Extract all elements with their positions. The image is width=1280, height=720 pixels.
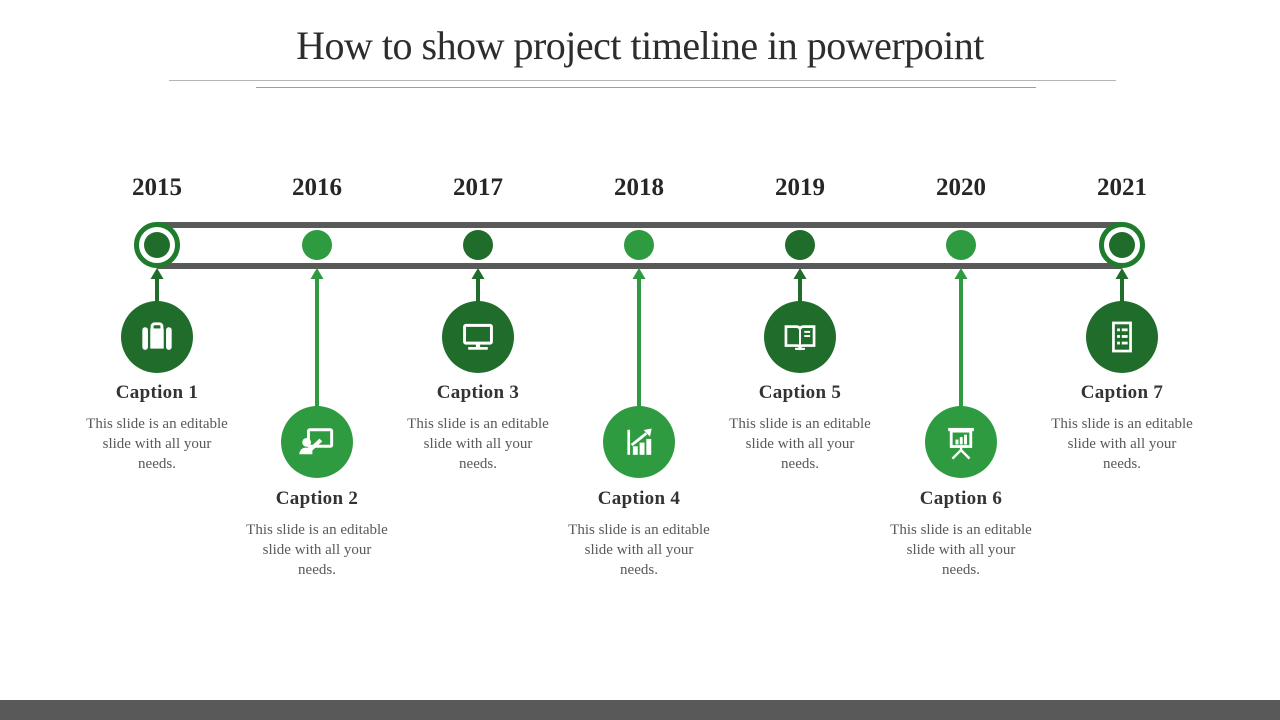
caption-body: This slide is an editable slide with all… bbox=[86, 416, 228, 472]
caption-title: Caption 6 bbox=[919, 488, 1003, 509]
timeline-node-core bbox=[144, 232, 170, 258]
timeline-bar-bottom bbox=[157, 263, 1122, 269]
milestone-icon-circle bbox=[1086, 301, 1158, 373]
milestone-icon-circle bbox=[442, 301, 514, 373]
year-label-2019: 2019 bbox=[775, 174, 825, 201]
easel-chart-icon bbox=[948, 427, 974, 460]
milestone-icon-circle bbox=[925, 406, 997, 478]
milestone-icon-circle bbox=[121, 301, 193, 373]
caption-body: This slide is an editable slide with all… bbox=[729, 416, 871, 472]
caption-title: Caption 7 bbox=[1080, 382, 1164, 403]
up-arrow-connector bbox=[1115, 268, 1129, 308]
up-arrow-connector bbox=[954, 268, 968, 413]
caption-title: Caption 1 bbox=[115, 382, 199, 403]
timeline-node-2015 bbox=[134, 222, 180, 268]
up-arrow-connector bbox=[150, 268, 164, 308]
year-label-2017: 2017 bbox=[453, 174, 503, 201]
footer-bar bbox=[0, 700, 1280, 720]
briefcase-icon bbox=[142, 322, 172, 350]
timeline-node-2020 bbox=[946, 230, 976, 260]
up-arrow-connector bbox=[793, 268, 807, 308]
caption-body: This slide is an editable slide with all… bbox=[407, 416, 549, 472]
growth-chart-icon bbox=[627, 428, 652, 455]
year-label-2015: 2015 bbox=[132, 174, 182, 201]
title-divider-long bbox=[169, 80, 1116, 81]
year-label-2016: 2016 bbox=[292, 174, 342, 201]
year-label-2020: 2020 bbox=[936, 174, 986, 201]
year-label-2018: 2018 bbox=[614, 174, 664, 201]
caption-title: Caption 2 bbox=[275, 488, 359, 509]
monitor-icon bbox=[463, 323, 493, 350]
title-divider-short bbox=[256, 87, 1036, 88]
up-arrow-connector bbox=[471, 268, 485, 308]
milestone-icon-circle bbox=[603, 406, 675, 478]
caption-body: This slide is an editable slide with all… bbox=[1051, 416, 1193, 472]
timeline-bar-top bbox=[157, 222, 1122, 228]
page-title: How to show project timeline in powerpoi… bbox=[296, 23, 984, 68]
presenter-board-icon bbox=[299, 428, 334, 455]
timeline-node-2021 bbox=[1099, 222, 1145, 268]
up-arrow-connector bbox=[632, 268, 646, 413]
caption-title: Caption 4 bbox=[597, 488, 681, 509]
timeline-node-2019 bbox=[785, 230, 815, 260]
checklist-document-icon bbox=[1112, 321, 1132, 353]
caption-body: This slide is an editable slide with all… bbox=[890, 522, 1032, 578]
caption-title: Caption 5 bbox=[758, 382, 842, 403]
timeline-node-2016 bbox=[302, 230, 332, 260]
up-arrow-connector bbox=[310, 268, 324, 413]
caption-body: This slide is an editable slide with all… bbox=[246, 522, 388, 578]
caption-body: This slide is an editable slide with all… bbox=[568, 522, 710, 578]
milestone-icon-circle bbox=[764, 301, 836, 373]
timeline-node-core bbox=[1109, 232, 1135, 258]
timeline-node-2018 bbox=[624, 230, 654, 260]
caption-title: Caption 3 bbox=[436, 382, 520, 403]
year-label-2021: 2021 bbox=[1097, 174, 1147, 201]
milestone-icon-circle bbox=[281, 406, 353, 478]
open-book-icon bbox=[784, 325, 816, 351]
timeline-node-2017 bbox=[463, 230, 493, 260]
